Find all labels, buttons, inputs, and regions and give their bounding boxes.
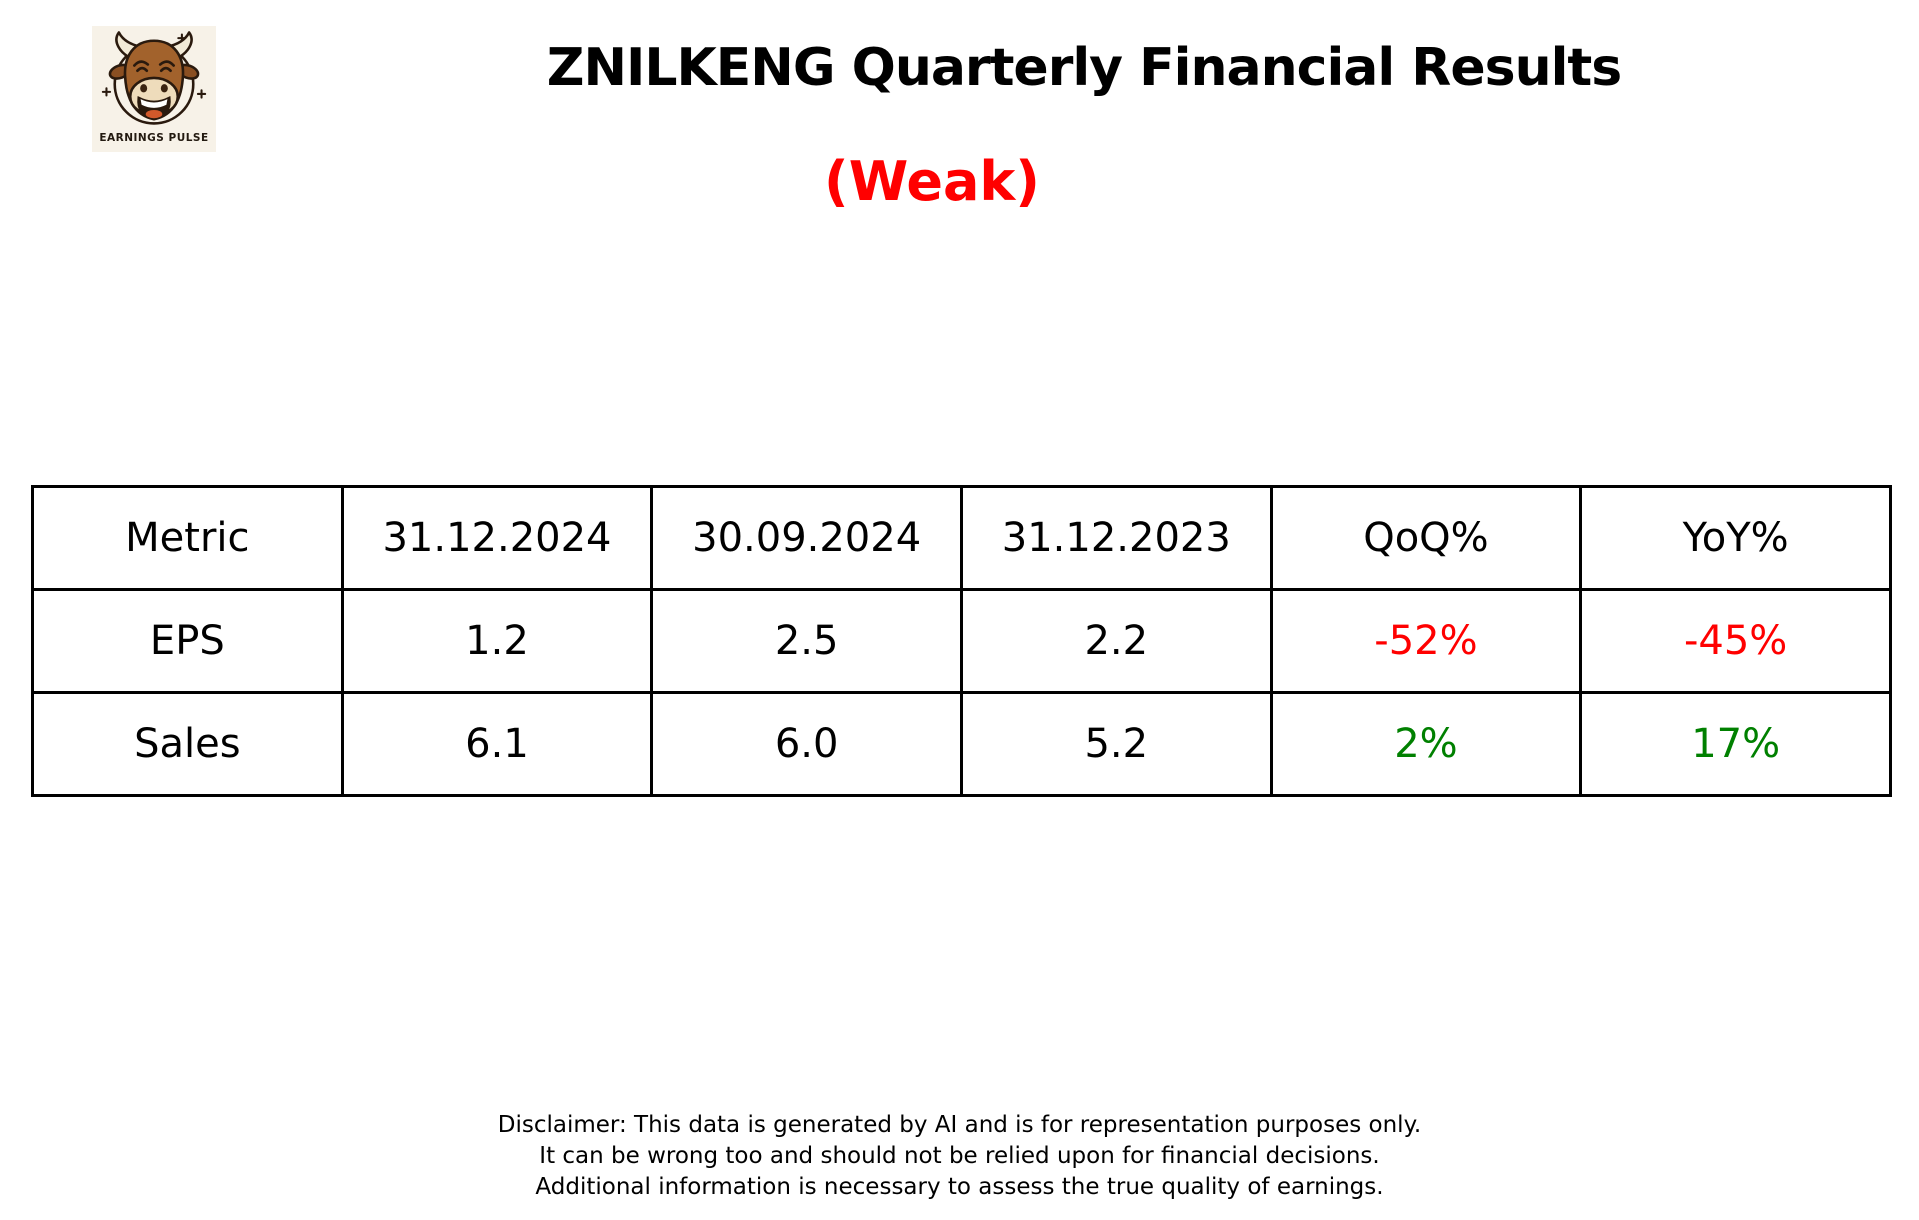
sales-metric-cell: Sales xyxy=(31,691,344,797)
disclaimer-line-2: It can be wrong too and should not be re… xyxy=(539,1143,1380,1169)
eps-qoq-cell: -52% xyxy=(1269,588,1583,694)
column-header-yoy: YoY% xyxy=(1579,485,1892,591)
column-header-q-yearago: 31.12.2023 xyxy=(959,485,1273,591)
table-header-row: Metric 31.12.2024 30.09.2024 31.12.2023 … xyxy=(31,485,1892,591)
financial-results-table: Metric 31.12.2024 30.09.2024 31.12.2023 … xyxy=(31,485,1892,797)
sales-qoq-cell: 2% xyxy=(1269,691,1583,797)
sales-previous-cell: 6.0 xyxy=(650,691,963,797)
disclaimer: Disclaimer: This data is generated by AI… xyxy=(0,1110,1919,1203)
sales-yoy-cell: 17% xyxy=(1579,691,1892,797)
table-row-eps: EPS 1.2 2.5 2.2 -52% -45% xyxy=(31,588,1892,694)
table-row-sales: Sales 6.1 6.0 5.2 2% 17% xyxy=(31,691,1892,797)
eps-yoy-cell: -45% xyxy=(1579,588,1892,694)
disclaimer-line-1: Disclaimer: This data is generated by AI… xyxy=(497,1112,1422,1138)
sales-yearago-cell: 5.2 xyxy=(959,691,1273,797)
column-header-metric: Metric xyxy=(31,485,344,591)
page-title: ZNILKENG Quarterly Financial Results xyxy=(546,38,1622,98)
brand-name: EARNINGS PULSE xyxy=(99,132,209,144)
sales-current-cell: 6.1 xyxy=(340,691,654,797)
bull-icon xyxy=(92,26,216,134)
column-header-qoq: QoQ% xyxy=(1269,485,1583,591)
column-header-q-previous: 30.09.2024 xyxy=(650,485,963,591)
eps-previous-cell: 2.5 xyxy=(650,588,963,694)
eps-current-cell: 1.2 xyxy=(340,588,654,694)
eps-yearago-cell: 2.2 xyxy=(959,588,1273,694)
column-header-q-current: 31.12.2024 xyxy=(340,485,654,591)
verdict-label: (Weak) xyxy=(824,150,1040,213)
eps-metric-cell: EPS xyxy=(31,588,344,694)
brand-logo: EARNINGS PULSE xyxy=(92,26,216,152)
disclaimer-line-3: Additional information is necessary to a… xyxy=(535,1174,1384,1200)
